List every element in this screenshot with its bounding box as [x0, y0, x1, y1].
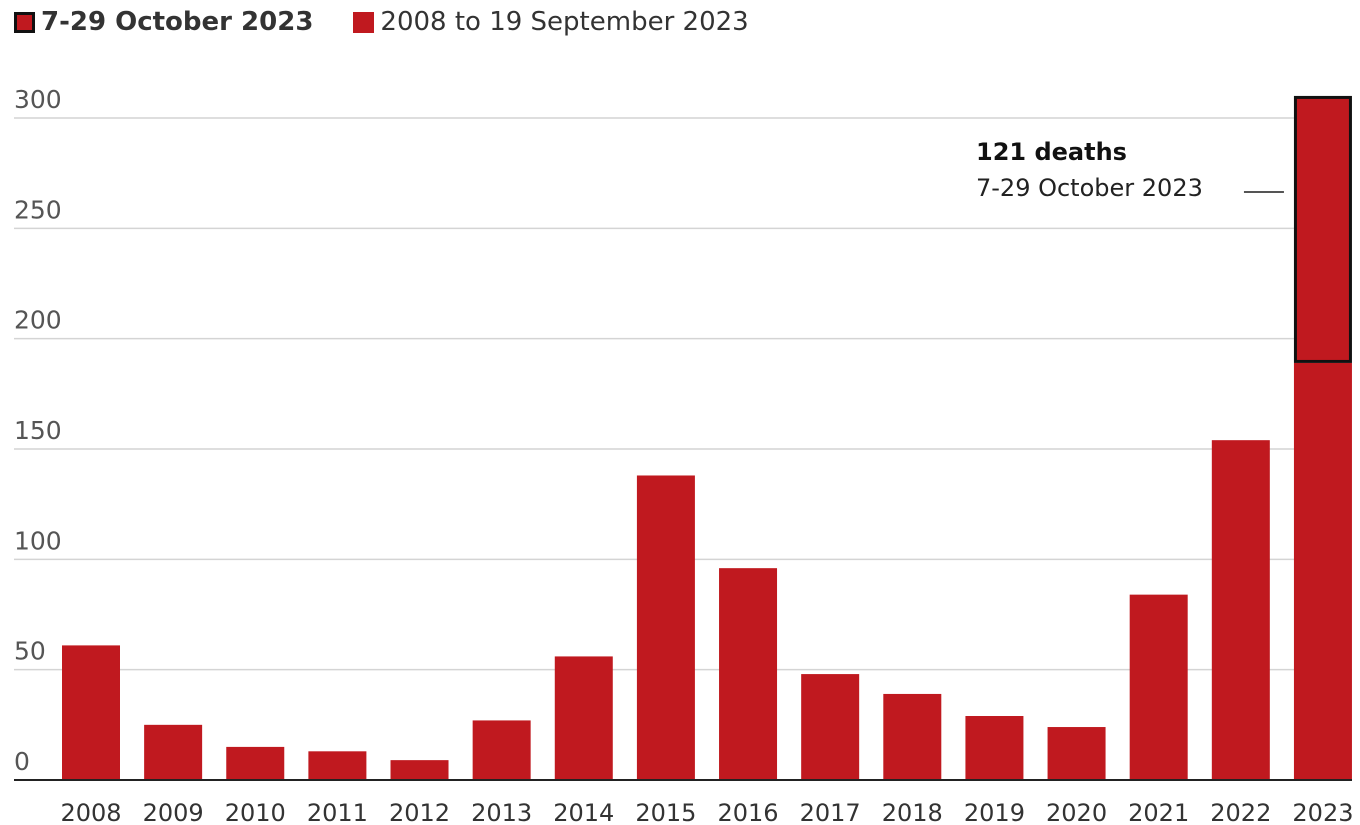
- legend-item-baseline: 2008 to 19 September 2023: [353, 7, 749, 37]
- legend-swatch-baseline: [353, 11, 375, 33]
- bar-2017: [801, 674, 860, 780]
- bar-2014: [554, 656, 613, 780]
- x-tick-label-2021: 2021: [1128, 799, 1189, 825]
- bar-2023-october: [1293, 95, 1352, 363]
- bar-2010: [226, 746, 285, 780]
- x-tick-label-2017: 2017: [800, 799, 861, 825]
- y-tick-label-300: 300: [14, 85, 62, 114]
- x-tick-label-2015: 2015: [635, 799, 696, 825]
- legend-item-october: 7-29 October 2023: [14, 7, 313, 37]
- y-tick-label-250: 250: [14, 195, 62, 224]
- y-tick-label-200: 200: [14, 306, 62, 335]
- x-tick-label-2016: 2016: [718, 799, 779, 825]
- x-tick-label-2019: 2019: [964, 799, 1025, 825]
- bar-2009: [144, 724, 203, 780]
- legend-label-october: 7-29 October 2023: [41, 7, 314, 37]
- x-tick-label-2020: 2020: [1046, 799, 1107, 825]
- x-tick-label-2014: 2014: [553, 799, 614, 825]
- bar-2019: [965, 716, 1024, 780]
- x-tick-label-2010: 2010: [225, 799, 286, 825]
- bar-2012: [390, 760, 449, 780]
- legend: 7-29 October 2023 2008 to 19 September 2…: [14, 6, 749, 38]
- bar-2015: [636, 475, 695, 780]
- bar-2020: [1047, 727, 1106, 780]
- annotation-subtitle: 7-29 October 2023: [976, 174, 1203, 202]
- bar-2011: [308, 751, 367, 780]
- y-tick-label-50: 50: [14, 637, 46, 666]
- y-tick-label-100: 100: [14, 526, 62, 555]
- bar-2018: [883, 693, 942, 780]
- bar-2016: [719, 568, 778, 780]
- x-tick-label-2023: 2023: [1292, 799, 1353, 825]
- x-tick-label-2008: 2008: [60, 799, 121, 825]
- bar-2023: [1293, 362, 1352, 780]
- x-tick-label-2011: 2011: [307, 799, 368, 825]
- bar-2022: [1211, 440, 1270, 780]
- x-tick-label-2009: 2009: [143, 799, 204, 825]
- legend-label-baseline: 2008 to 19 September 2023: [380, 7, 749, 37]
- x-tick-label-2022: 2022: [1210, 799, 1271, 825]
- x-tick-label-2013: 2013: [471, 799, 532, 825]
- y-tick-label-0: 0: [14, 747, 30, 776]
- legend-swatch-october: [14, 11, 35, 33]
- bar-2013: [472, 720, 531, 780]
- x-tick-label-2018: 2018: [882, 799, 943, 825]
- y-tick-label-150: 150: [14, 416, 62, 445]
- bar-2008: [62, 645, 120, 780]
- x-tick-label-2012: 2012: [389, 799, 450, 825]
- annotation-title: 121 deaths: [976, 138, 1127, 166]
- bar-2021: [1129, 594, 1188, 780]
